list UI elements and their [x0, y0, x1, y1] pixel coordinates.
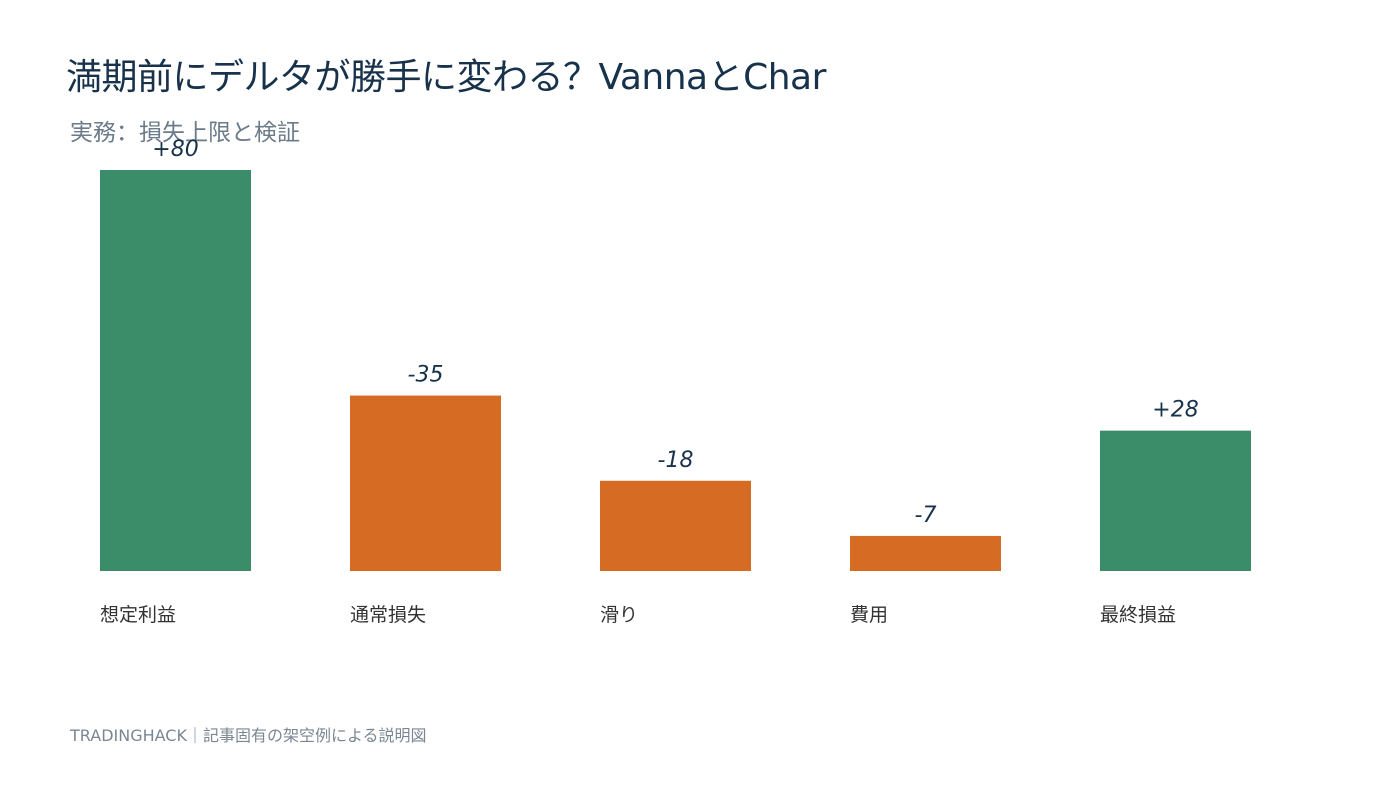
bar [850, 535, 1001, 571]
bar [1100, 430, 1251, 571]
category-label: 費用 [850, 604, 888, 626]
chart-subtitle: 実務：損失上限と検証 [70, 120, 300, 146]
chart-title: 満期前にデルタが勝手に変わる？VannaとChar [66, 57, 826, 98]
bar [100, 170, 251, 571]
category-label: 想定利益 [100, 604, 176, 626]
bar [350, 395, 501, 571]
category-label: 最終損益 [1100, 604, 1176, 626]
data-label: -7 [915, 503, 937, 528]
bar [600, 480, 751, 571]
footer-credit: TRADINGHACK｜記事固有の架空例による説明図 [70, 726, 427, 745]
data-label: +80 [152, 137, 198, 162]
data-label: +28 [1152, 398, 1198, 423]
data-label: -35 [408, 363, 444, 388]
category-label: 通常損失 [350, 604, 426, 626]
category-label: 滑り [600, 604, 638, 626]
data-label: -18 [658, 448, 694, 473]
